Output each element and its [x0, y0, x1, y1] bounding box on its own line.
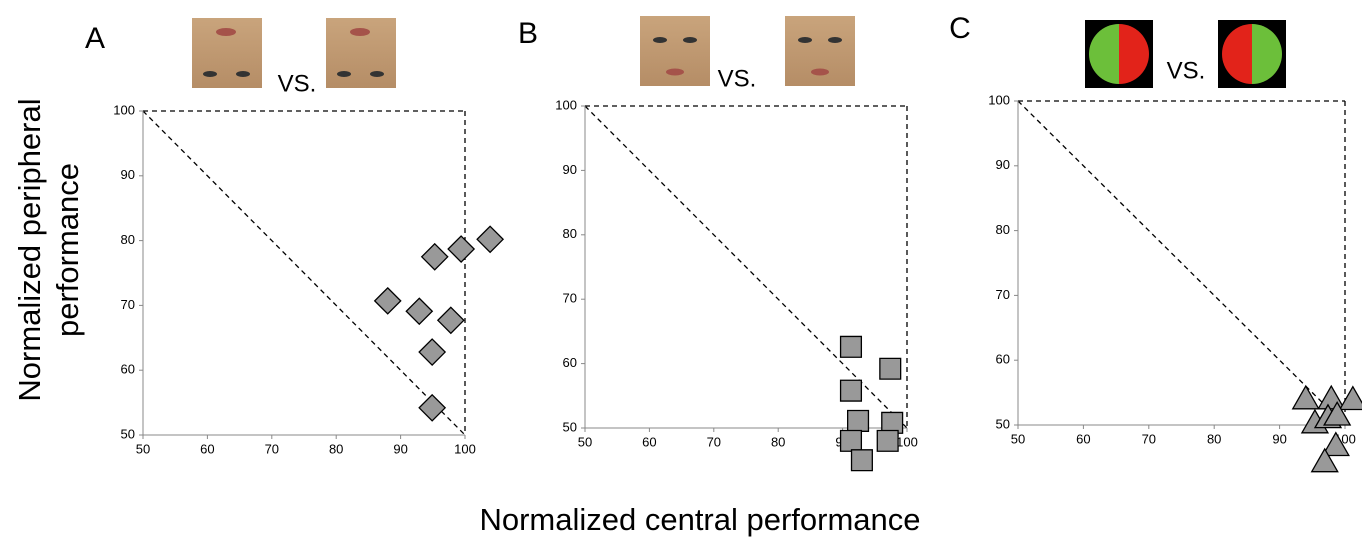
panel-label: B	[518, 17, 538, 50]
x-axis-label: Normalized central performance	[479, 502, 920, 537]
comparison-text: VS.	[718, 65, 757, 92]
y-tick-label: 50	[996, 416, 1010, 431]
data-point	[420, 242, 449, 271]
data-point	[1317, 384, 1346, 410]
data-point	[418, 338, 447, 366]
data-point	[1310, 447, 1339, 473]
x-tick-label: 50	[578, 434, 592, 449]
x-tick-label: 100	[896, 434, 918, 449]
panel-label: A	[85, 22, 105, 55]
x-tick-label: 60	[200, 441, 214, 456]
diagonal-line	[142, 110, 466, 436]
data-point	[850, 449, 873, 472]
face-image	[192, 18, 396, 88]
data-point	[1291, 384, 1320, 410]
data-point	[1323, 400, 1352, 426]
data-point	[839, 335, 863, 358]
y-tick-label: 90	[996, 157, 1010, 172]
y-axis-label: performance	[50, 163, 85, 337]
data-point	[876, 429, 899, 452]
x-tick-label: 70	[1142, 431, 1156, 446]
y-tick-label: 60	[121, 362, 135, 377]
comparison-text: VS.	[1167, 57, 1206, 84]
panel-label: C	[949, 12, 971, 45]
diagonal-line	[584, 105, 908, 429]
y-tick-label: 100	[113, 102, 135, 117]
x-tick-label: 60	[1076, 431, 1090, 446]
x-tick-label: 80	[1207, 431, 1221, 446]
x-tick-label: 100	[454, 441, 476, 456]
x-tick-label: 70	[265, 441, 279, 456]
y-tick-label: 100	[988, 92, 1010, 107]
y-tick-label: 60	[996, 352, 1010, 367]
x-tick-label: 90	[1272, 431, 1286, 446]
diagonal-line	[1017, 100, 1346, 426]
y-tick-label: 90	[121, 167, 135, 182]
y-tick-label: 60	[563, 355, 577, 370]
x-tick-label: 80	[329, 441, 343, 456]
y-tick-label: 90	[563, 162, 577, 177]
y-tick-label: 80	[996, 222, 1010, 237]
data-point	[839, 429, 863, 452]
y-tick-label: 50	[121, 426, 135, 441]
y-axis-label: Normalized peripheral	[12, 98, 47, 401]
data-point	[881, 411, 904, 434]
x-tick-label: 80	[771, 434, 785, 449]
data-point	[1338, 385, 1362, 411]
y-tick-label: 50	[563, 419, 577, 434]
data-point	[436, 306, 465, 335]
y-tick-label: 70	[996, 287, 1010, 302]
x-tick-label: 60	[642, 434, 656, 449]
data-point	[1321, 431, 1350, 457]
color-disc-image	[1085, 20, 1286, 88]
x-tick-label: 90	[393, 441, 407, 456]
y-tick-label: 70	[121, 297, 135, 312]
face-image	[640, 16, 855, 86]
data-point	[418, 393, 447, 422]
data-point	[839, 379, 863, 402]
y-tick-label: 70	[563, 291, 577, 306]
data-point	[476, 225, 505, 254]
x-tick-label: 70	[707, 434, 721, 449]
x-tick-label: 50	[136, 441, 150, 456]
x-tick-label: 50	[1011, 431, 1025, 446]
data-point	[847, 409, 870, 432]
data-point	[879, 357, 902, 380]
data-point	[447, 235, 476, 263]
y-tick-label: 80	[121, 232, 135, 247]
y-tick-label: 80	[563, 226, 577, 241]
data-point	[373, 286, 402, 315]
data-point	[405, 297, 434, 326]
comparison-text: VS.	[278, 70, 317, 97]
y-tick-label: 100	[555, 97, 577, 112]
